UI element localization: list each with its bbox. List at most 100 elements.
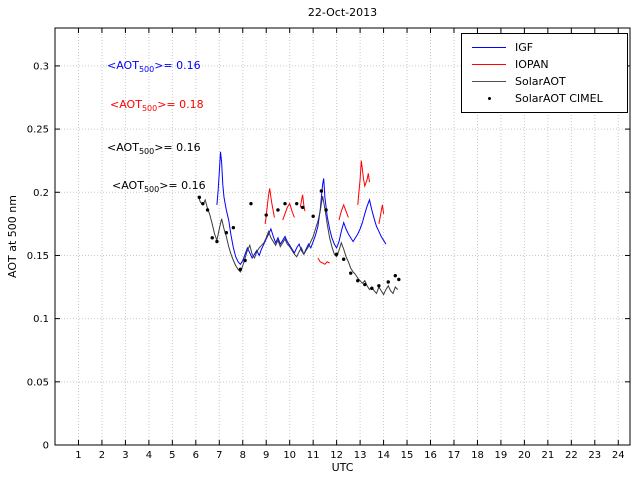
legend-label: SolarAOT xyxy=(515,75,566,88)
scatter-point-solaraot-cimel xyxy=(311,214,315,218)
x-tick-label: 7 xyxy=(216,450,222,461)
x-tick-label: 22 xyxy=(565,450,578,461)
y-tick-label: 0.15 xyxy=(27,251,49,262)
annotation-text: <AOT xyxy=(110,98,142,111)
annotation-subscript: 500 xyxy=(141,104,158,114)
series-line-iopan xyxy=(282,202,295,221)
scatter-point-solaraot-cimel xyxy=(386,280,390,284)
x-tick-label: 19 xyxy=(495,450,508,461)
annotation-subscript: 500 xyxy=(143,185,160,195)
scatter-point-solaraot-cimel xyxy=(363,282,367,287)
annotation-text: <AOT xyxy=(107,141,139,154)
scatter-point-solaraot-cimel xyxy=(319,189,324,193)
series-line-iopan xyxy=(317,257,330,265)
annotation-text: >= 0.16 xyxy=(154,141,201,154)
scatter-point-solaraot-cimel xyxy=(210,236,214,240)
legend-item-solaraot-cimel: SolarAOT CIMEL xyxy=(472,90,627,107)
scatter-point-solaraot-cimel xyxy=(249,201,253,206)
scatter-point-solaraot-cimel xyxy=(276,208,280,212)
legend-label: SolarAOT CIMEL xyxy=(515,92,603,105)
series-line-iopan xyxy=(357,160,370,205)
x-axis-label: UTC xyxy=(331,461,354,474)
scatter-point-solaraot-cimel xyxy=(377,284,381,288)
y-axis-label: AOT at 500 nm xyxy=(6,195,19,278)
y-tick-label: 0.3 xyxy=(33,61,49,72)
x-tick-label: 13 xyxy=(354,450,367,461)
x-tick-label: 21 xyxy=(541,450,554,461)
annotation-text: <AOT xyxy=(107,59,139,72)
x-tick-label: 2 xyxy=(99,450,105,461)
series-line-iopan xyxy=(264,188,275,224)
y-tick-label: 0 xyxy=(43,441,49,452)
scatter-point-solaraot-cimel xyxy=(201,201,205,206)
x-tick-label: 18 xyxy=(471,450,484,461)
scatter-point-solaraot-cimel xyxy=(238,267,243,272)
scatter-point-solaraot-cimel xyxy=(349,271,353,275)
legend-item-iopan: IOPAN xyxy=(472,56,627,73)
x-tick-label: 16 xyxy=(424,450,437,461)
series-line-iopan xyxy=(378,204,385,224)
scatter-point-solaraot-cimel xyxy=(356,279,360,283)
scatter-point-solaraot-cimel xyxy=(205,208,210,212)
x-tick-label: 4 xyxy=(146,450,152,461)
y-tick-label: 0.05 xyxy=(27,377,49,388)
x-tick-label: 17 xyxy=(448,450,461,461)
mean-aot-annotation-cimel: <AOT500>= 0.16 xyxy=(112,179,206,194)
scatter-point-solaraot-cimel xyxy=(283,201,287,206)
x-tick-label: 11 xyxy=(307,450,320,461)
x-tick-label: 14 xyxy=(377,450,390,461)
x-tick-label: 1 xyxy=(75,450,81,461)
scatter-point-solaraot-cimel xyxy=(397,277,401,282)
series-line-solaraot xyxy=(197,195,399,296)
scatter-point-solaraot-cimel xyxy=(341,257,346,261)
x-tick-label: 5 xyxy=(169,450,175,461)
legend-line-sample-solaraot xyxy=(472,81,506,82)
scatter-point-solaraot-cimel xyxy=(295,201,299,206)
chart-title: 22-Oct-2013 xyxy=(307,6,378,19)
mean-aot-annotation-igf: <AOT500>= 0.16 xyxy=(107,59,201,74)
legend-item-igf: IGF xyxy=(472,39,627,56)
x-tick-label: 15 xyxy=(401,450,414,461)
scatter-point-solaraot-cimel xyxy=(334,252,339,256)
scatter-point-solaraot-cimel xyxy=(324,208,328,212)
scatter-point-solaraot-cimel xyxy=(224,231,229,235)
annotation-text: <AOT xyxy=(112,179,144,192)
y-tick-label: 0.1 xyxy=(33,314,49,325)
legend-label: IGF xyxy=(515,41,534,54)
series-line-iopan xyxy=(338,203,349,221)
series-line-igf xyxy=(216,151,387,266)
scatter-point-solaraot-cimel xyxy=(197,195,202,200)
scatter-point-solaraot-cimel xyxy=(215,239,219,244)
annotation-subscript: 500 xyxy=(138,65,155,75)
annotation-text: >= 0.16 xyxy=(159,179,206,192)
x-tick-label: 12 xyxy=(330,450,343,461)
x-tick-label: 20 xyxy=(518,450,531,461)
annotation-text: >= 0.16 xyxy=(154,59,201,72)
legend-dot-sample-cimel xyxy=(472,97,506,100)
legend-line-sample-iopan xyxy=(472,64,506,65)
legend-box: IGF IOPAN SolarAOT SolarAOT CIMEL xyxy=(461,33,628,113)
annotation-text: >= 0.18 xyxy=(157,98,204,111)
scatter-point-solaraot-cimel xyxy=(393,273,398,278)
scatter-point-solaraot-cimel xyxy=(300,205,305,210)
scatter-point-solaraot-cimel xyxy=(370,286,374,291)
annotation-subscript: 500 xyxy=(138,147,155,157)
y-tick-label: 0.2 xyxy=(33,188,49,199)
mean-aot-annotation-solaraot: <AOT500>= 0.16 xyxy=(107,141,201,156)
legend-label: IOPAN xyxy=(515,58,549,71)
x-tick-label: 24 xyxy=(612,450,625,461)
x-tick-label: 9 xyxy=(263,450,269,461)
x-tick-label: 3 xyxy=(122,450,128,461)
x-tick-label: 10 xyxy=(283,450,296,461)
scatter-point-solaraot-cimel xyxy=(231,225,236,230)
legend-line-sample-igf xyxy=(472,47,506,48)
mean-aot-annotation-iopan: <AOT500>= 0.18 xyxy=(110,98,204,113)
axes-frame xyxy=(54,27,631,446)
scatter-point-solaraot-cimel xyxy=(243,258,247,263)
x-tick-label: 8 xyxy=(240,450,246,461)
x-tick-label: 23 xyxy=(588,450,601,461)
y-tick-label: 0.25 xyxy=(27,125,49,136)
legend-item-solaraot: SolarAOT xyxy=(472,73,627,90)
x-tick-label: 6 xyxy=(193,450,199,461)
